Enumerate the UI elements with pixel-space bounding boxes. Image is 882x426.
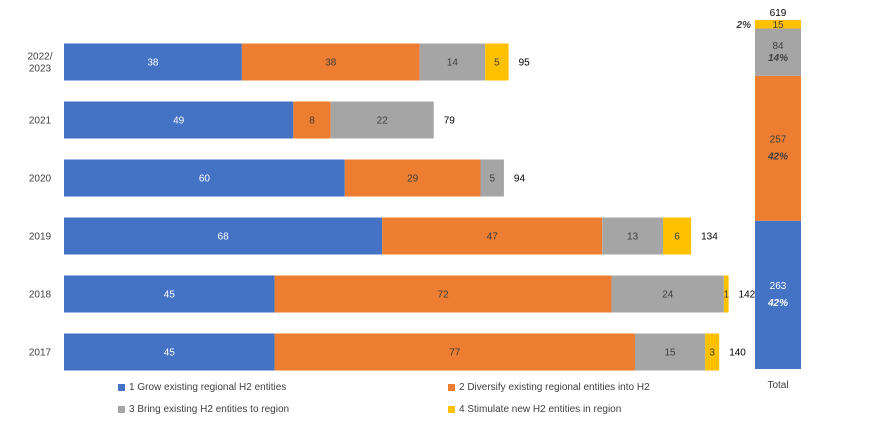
data-label: 45 bbox=[164, 290, 176, 301]
bar-segment bbox=[64, 275, 275, 313]
total-bar-percent-label: 42% bbox=[767, 298, 788, 309]
legend-swatch-1 bbox=[118, 384, 125, 391]
total-bar-value-label: 15 bbox=[772, 20, 784, 31]
legend-label-1: 1 Grow existing regional H2 entities bbox=[129, 382, 287, 393]
data-label: 5 bbox=[494, 58, 500, 69]
data-label: 15 bbox=[664, 348, 676, 359]
bar-segment bbox=[611, 275, 724, 313]
data-label: 13 bbox=[627, 232, 639, 243]
total-label: 79 bbox=[444, 116, 456, 127]
legend-label-2: 2 Diversify existing regional entities i… bbox=[459, 382, 650, 393]
data-label: 1 bbox=[723, 290, 729, 301]
legend-item-3: 3 Bring existing H2 entities to region bbox=[118, 404, 289, 415]
total-bar-percent-label: 2% bbox=[736, 20, 752, 31]
bar-segment bbox=[419, 43, 486, 81]
total-bar-segment bbox=[755, 75, 801, 221]
bar-segment bbox=[64, 333, 275, 371]
total-bar-percent-label: 14% bbox=[768, 53, 788, 64]
total-label: 134 bbox=[701, 232, 718, 243]
data-label: 72 bbox=[438, 290, 450, 301]
legend-item-1: 1 Grow existing regional H2 entities bbox=[118, 382, 286, 393]
data-label: 22 bbox=[377, 116, 389, 127]
total-bar-segment bbox=[755, 20, 801, 29]
bar-segment bbox=[602, 217, 664, 255]
legend-swatch-3 bbox=[118, 406, 125, 413]
bar-segment bbox=[274, 275, 612, 313]
data-label: 77 bbox=[449, 348, 461, 359]
data-label: 45 bbox=[164, 348, 176, 359]
total-label: 94 bbox=[514, 174, 526, 185]
total-bar-percent-label: 42% bbox=[767, 151, 788, 162]
data-label: 47 bbox=[487, 232, 499, 243]
category-label: 2019 bbox=[29, 232, 52, 243]
data-label: 8 bbox=[309, 116, 315, 127]
category-label: 2022/2023 bbox=[27, 52, 52, 75]
total-bar-value-label: 84 bbox=[772, 41, 784, 52]
data-label: 24 bbox=[662, 290, 674, 301]
bar-segment bbox=[274, 333, 635, 371]
bar-segment bbox=[663, 217, 692, 255]
data-label: 29 bbox=[407, 174, 419, 185]
bar-segment bbox=[293, 101, 331, 139]
category-label: 2018 bbox=[29, 290, 52, 301]
data-label: 3 bbox=[709, 348, 715, 359]
bar-segment bbox=[330, 101, 434, 139]
legend-swatch-2 bbox=[448, 384, 455, 391]
bar-segment bbox=[485, 43, 509, 81]
total-label: 140 bbox=[729, 348, 746, 359]
total-label: 142 bbox=[739, 290, 756, 301]
bar-segment bbox=[480, 159, 504, 197]
bar-segment bbox=[344, 159, 481, 197]
data-label: 38 bbox=[325, 58, 337, 69]
bar-segment bbox=[705, 333, 720, 371]
legend-label-4: 4 Stimulate new H2 entities in region bbox=[459, 404, 622, 415]
bar-segment bbox=[64, 217, 383, 255]
total-bar-value-label: 257 bbox=[770, 134, 787, 145]
data-label: 6 bbox=[674, 232, 680, 243]
data-label: 38 bbox=[147, 58, 159, 69]
data-label: 14 bbox=[447, 58, 459, 69]
legend-label-3: 3 Bring existing H2 entities to region bbox=[129, 404, 290, 415]
category-label: 2021 bbox=[29, 116, 52, 127]
total-bar-axis-label: Total bbox=[767, 380, 788, 391]
bar-segment bbox=[634, 333, 706, 371]
data-label: 68 bbox=[218, 232, 230, 243]
data-label: 49 bbox=[173, 116, 185, 127]
data-label: 60 bbox=[199, 174, 211, 185]
legend-swatch-4 bbox=[448, 406, 455, 413]
bar-segment bbox=[382, 217, 603, 255]
total-bar-segment bbox=[755, 220, 801, 369]
bar-segment bbox=[64, 43, 242, 81]
bar-segment bbox=[241, 43, 420, 81]
total-bar-value-label: 263 bbox=[770, 281, 787, 292]
total-label: 95 bbox=[519, 58, 531, 69]
legend-item-2: 2 Diversify existing regional entities i… bbox=[448, 382, 650, 393]
category-label: 2020 bbox=[29, 174, 52, 185]
legend-item-4: 4 Stimulate new H2 entities in region bbox=[448, 404, 621, 415]
bar-segment bbox=[64, 159, 345, 197]
grand-total-label: 619 bbox=[770, 8, 787, 19]
total-bar-segment bbox=[755, 28, 801, 76]
category-label: 2017 bbox=[29, 348, 52, 359]
data-label: 5 bbox=[489, 174, 495, 185]
bar-segment bbox=[64, 101, 294, 139]
bar-segment bbox=[723, 275, 729, 313]
